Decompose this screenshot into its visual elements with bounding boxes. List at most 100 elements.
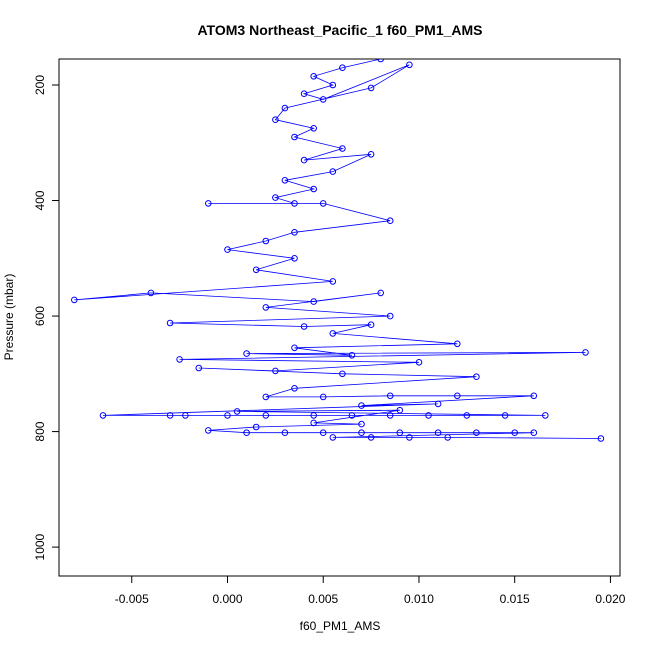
data-point [272, 194, 279, 201]
data-point [233, 408, 241, 415]
data-point [224, 246, 231, 253]
data-point [501, 412, 509, 419]
x-tick-label: 0.015 [500, 592, 530, 606]
data-point [434, 400, 442, 408]
data-point [386, 412, 394, 419]
data-point [243, 429, 250, 437]
data-point [291, 344, 298, 352]
data-point [291, 229, 298, 236]
data-point [367, 434, 375, 441]
data-point [262, 237, 270, 245]
x-tick-label: 0.010 [404, 592, 434, 606]
x-axis: -0.005 0.000 0.005 0.010 0.015 0.020 [115, 576, 626, 606]
data-point [396, 429, 404, 437]
data-point [329, 278, 337, 285]
data-point [542, 412, 549, 419]
data-point [99, 412, 107, 419]
data-point [310, 185, 318, 193]
data-point [348, 352, 356, 359]
data-point [262, 412, 270, 419]
data-point [291, 254, 298, 262]
series-line [74, 59, 601, 439]
y-tick-label: 800 [33, 421, 47, 441]
data-point [281, 429, 289, 437]
data-point [300, 90, 308, 97]
data-point [454, 392, 461, 400]
y-tick-label: 600 [33, 306, 47, 326]
data-point [310, 419, 318, 427]
data-point [406, 434, 413, 441]
data-point [530, 392, 538, 400]
data-point [367, 84, 375, 92]
plot-area [71, 59, 605, 442]
data-point [243, 350, 250, 357]
data-point [319, 96, 327, 103]
data-point [147, 289, 155, 297]
data-point [291, 385, 298, 392]
data-point [310, 73, 318, 80]
chart-title: ATOM3 Northeast_Pacific_1 f60_PM1_AMS [197, 22, 482, 38]
data-point [425, 412, 432, 419]
data-point [358, 420, 365, 428]
data-point [339, 64, 346, 71]
data-point [281, 177, 289, 184]
data-point [377, 59, 384, 63]
data-point [530, 429, 538, 437]
data-point [291, 200, 298, 207]
data-point [300, 156, 308, 164]
y-tick-label: 1000 [33, 533, 47, 560]
data-point [176, 356, 183, 363]
data-point [367, 321, 375, 329]
data-point [434, 429, 442, 437]
data-point [329, 434, 337, 441]
data-point [224, 412, 231, 419]
series-lines [74, 59, 601, 439]
data-point [262, 393, 270, 401]
x-axis-label: f60_PM1_AMS [300, 619, 381, 633]
data-point [182, 412, 189, 419]
data-point [319, 429, 327, 437]
x-tick-label: -0.005 [115, 592, 149, 606]
data-point [473, 373, 480, 381]
data-point [281, 104, 289, 112]
data-point [339, 145, 346, 152]
series-points [71, 59, 605, 442]
data-point [329, 81, 337, 89]
y-tick-label: 200 [33, 75, 47, 95]
y-axis: 200 400 600 800 1000 [33, 75, 59, 560]
data-point [205, 200, 212, 207]
data-point [310, 298, 318, 305]
data-point [473, 429, 480, 437]
data-point [339, 370, 346, 378]
data-point [319, 393, 327, 401]
data-point [252, 423, 260, 431]
data-point [367, 151, 375, 158]
data-point [272, 367, 279, 375]
data-point [415, 359, 423, 366]
data-point [582, 349, 589, 356]
data-point [511, 429, 519, 437]
data-point [300, 323, 308, 330]
data-point [71, 296, 78, 304]
data-point [463, 412, 471, 419]
data-point [166, 319, 174, 327]
data-point [386, 312, 394, 320]
data-point [166, 412, 174, 419]
data-point [310, 125, 318, 132]
data-point [358, 429, 365, 437]
data-point [205, 427, 212, 434]
data-point [444, 434, 452, 441]
data-point [386, 217, 394, 224]
data-point [358, 402, 365, 409]
data-point [396, 406, 404, 414]
data-point [291, 133, 298, 141]
data-point [454, 340, 461, 348]
x-tick-label: 0.020 [595, 592, 625, 606]
data-point [348, 412, 356, 419]
data-point [252, 266, 260, 274]
data-point [329, 168, 337, 175]
data-point [377, 289, 385, 297]
y-axis-label: Pressure (mbar) [2, 274, 16, 361]
data-point [597, 435, 605, 442]
